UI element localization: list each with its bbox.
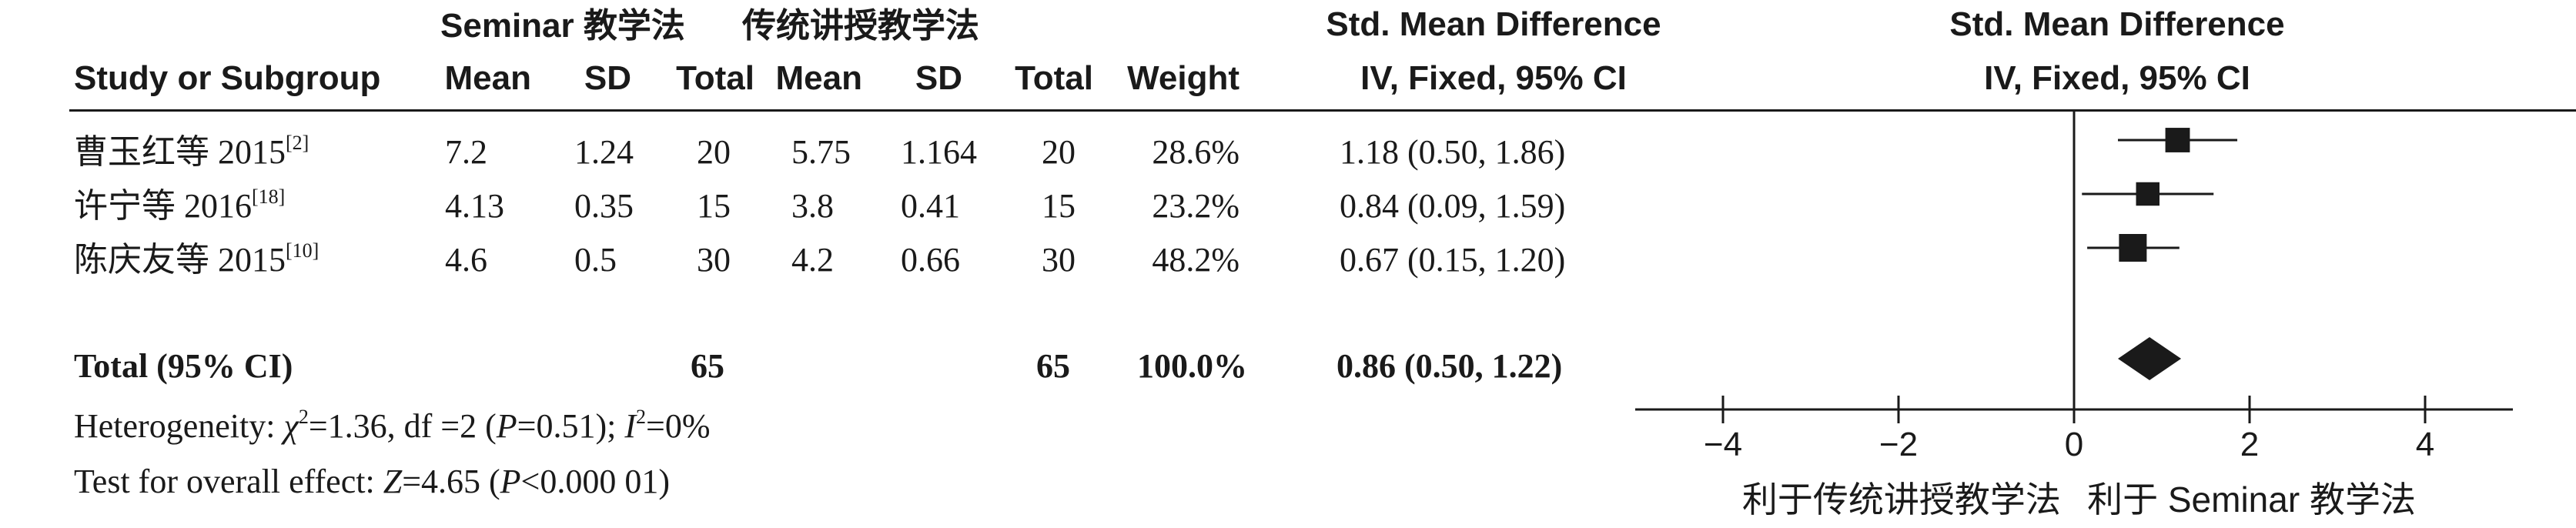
total1-sum: 65 — [691, 347, 724, 385]
smd-method-table: IV, Fixed, 95% CI — [1360, 59, 1627, 97]
sd1-cell: 0.35 — [574, 187, 634, 225]
study-effect-square — [2119, 234, 2147, 262]
total1-cell: 30 — [697, 241, 731, 279]
col-total2: Total — [1015, 59, 1093, 97]
x-axis-tick-label: −2 — [1879, 426, 1918, 463]
col-sd1: SD — [584, 59, 631, 97]
sd2-cell: 0.41 — [901, 187, 960, 225]
total-label: Total (95% CI) — [74, 347, 293, 385]
x-axis-tick-label: 0 — [2065, 426, 2083, 463]
mean2-cell: 4.2 — [791, 241, 834, 279]
smd-method-plot: IV, Fixed, 95% CI — [1984, 59, 2250, 97]
smd-title-plot: Std. Mean Difference — [1949, 5, 2285, 43]
col-study: Study or Subgroup — [74, 59, 381, 97]
total-ci: 0.86 (0.50, 1.22) — [1337, 347, 1563, 385]
weight-cell: 48.2% — [1152, 241, 1239, 279]
group1-header: Seminar 教学法 — [440, 7, 685, 45]
col-weight: Weight — [1127, 59, 1239, 97]
study-effect-square — [2136, 182, 2160, 206]
favours-left-label: 利于传统讲授教学法 — [1742, 480, 2061, 520]
smd-title-table: Std. Mean Difference — [1326, 5, 1661, 43]
col-total1: Total — [676, 59, 754, 97]
favours-right-label: 利于 Seminar 教学法 — [2087, 480, 2416, 520]
study-name: 陈庆友等 2015[10] — [74, 239, 319, 279]
total2-cell: 15 — [1042, 187, 1076, 225]
pooled-effect-diamond — [2118, 337, 2182, 380]
total-weight: 100.0% — [1137, 347, 1247, 385]
ci-cell: 0.84 (0.09, 1.59) — [1340, 187, 1566, 225]
study-effect-square — [2165, 128, 2190, 152]
total1-cell: 15 — [697, 187, 731, 225]
weight-cell: 28.6% — [1152, 133, 1239, 171]
mean1-cell: 4.6 — [445, 241, 487, 279]
sd2-cell: 1.164 — [901, 133, 977, 171]
x-axis-tick-label: 2 — [2240, 426, 2259, 463]
heterogeneity-text: Heterogeneity: χ2=1.36, df =2 (P=0.51); … — [74, 406, 711, 445]
col-sd2: SD — [915, 59, 962, 97]
mean1-cell: 7.2 — [445, 133, 487, 171]
total1-cell: 20 — [697, 133, 731, 171]
total2-cell: 20 — [1042, 133, 1076, 171]
overall-effect-text: Test for overall effect: Z=4.65 (P<0.000… — [74, 463, 671, 500]
total2-sum: 65 — [1036, 347, 1070, 385]
ci-cell: 0.67 (0.15, 1.20) — [1340, 241, 1566, 279]
mean2-cell: 5.75 — [791, 133, 851, 171]
x-axis-tick-label: −4 — [1704, 426, 1742, 463]
weight-cell: 23.2% — [1152, 187, 1239, 225]
col-mean2: Mean — [775, 59, 862, 97]
sd2-cell: 0.66 — [901, 241, 960, 279]
sd1-cell: 1.24 — [574, 133, 634, 171]
total2-cell: 30 — [1042, 241, 1076, 279]
mean1-cell: 4.13 — [445, 187, 504, 225]
study-name: 许宁等 2016[18] — [74, 185, 286, 225]
mean2-cell: 3.8 — [791, 187, 834, 225]
x-axis-tick-label: 4 — [2416, 426, 2434, 463]
col-mean1: Mean — [444, 59, 531, 97]
ci-cell: 1.18 (0.50, 1.86) — [1340, 133, 1566, 171]
study-name: 曹玉红等 2015[2] — [74, 132, 309, 171]
sd1-cell: 0.5 — [574, 241, 617, 279]
header-rule — [69, 109, 2576, 112]
group2-header: 传统讲授教学法 — [742, 7, 979, 45]
